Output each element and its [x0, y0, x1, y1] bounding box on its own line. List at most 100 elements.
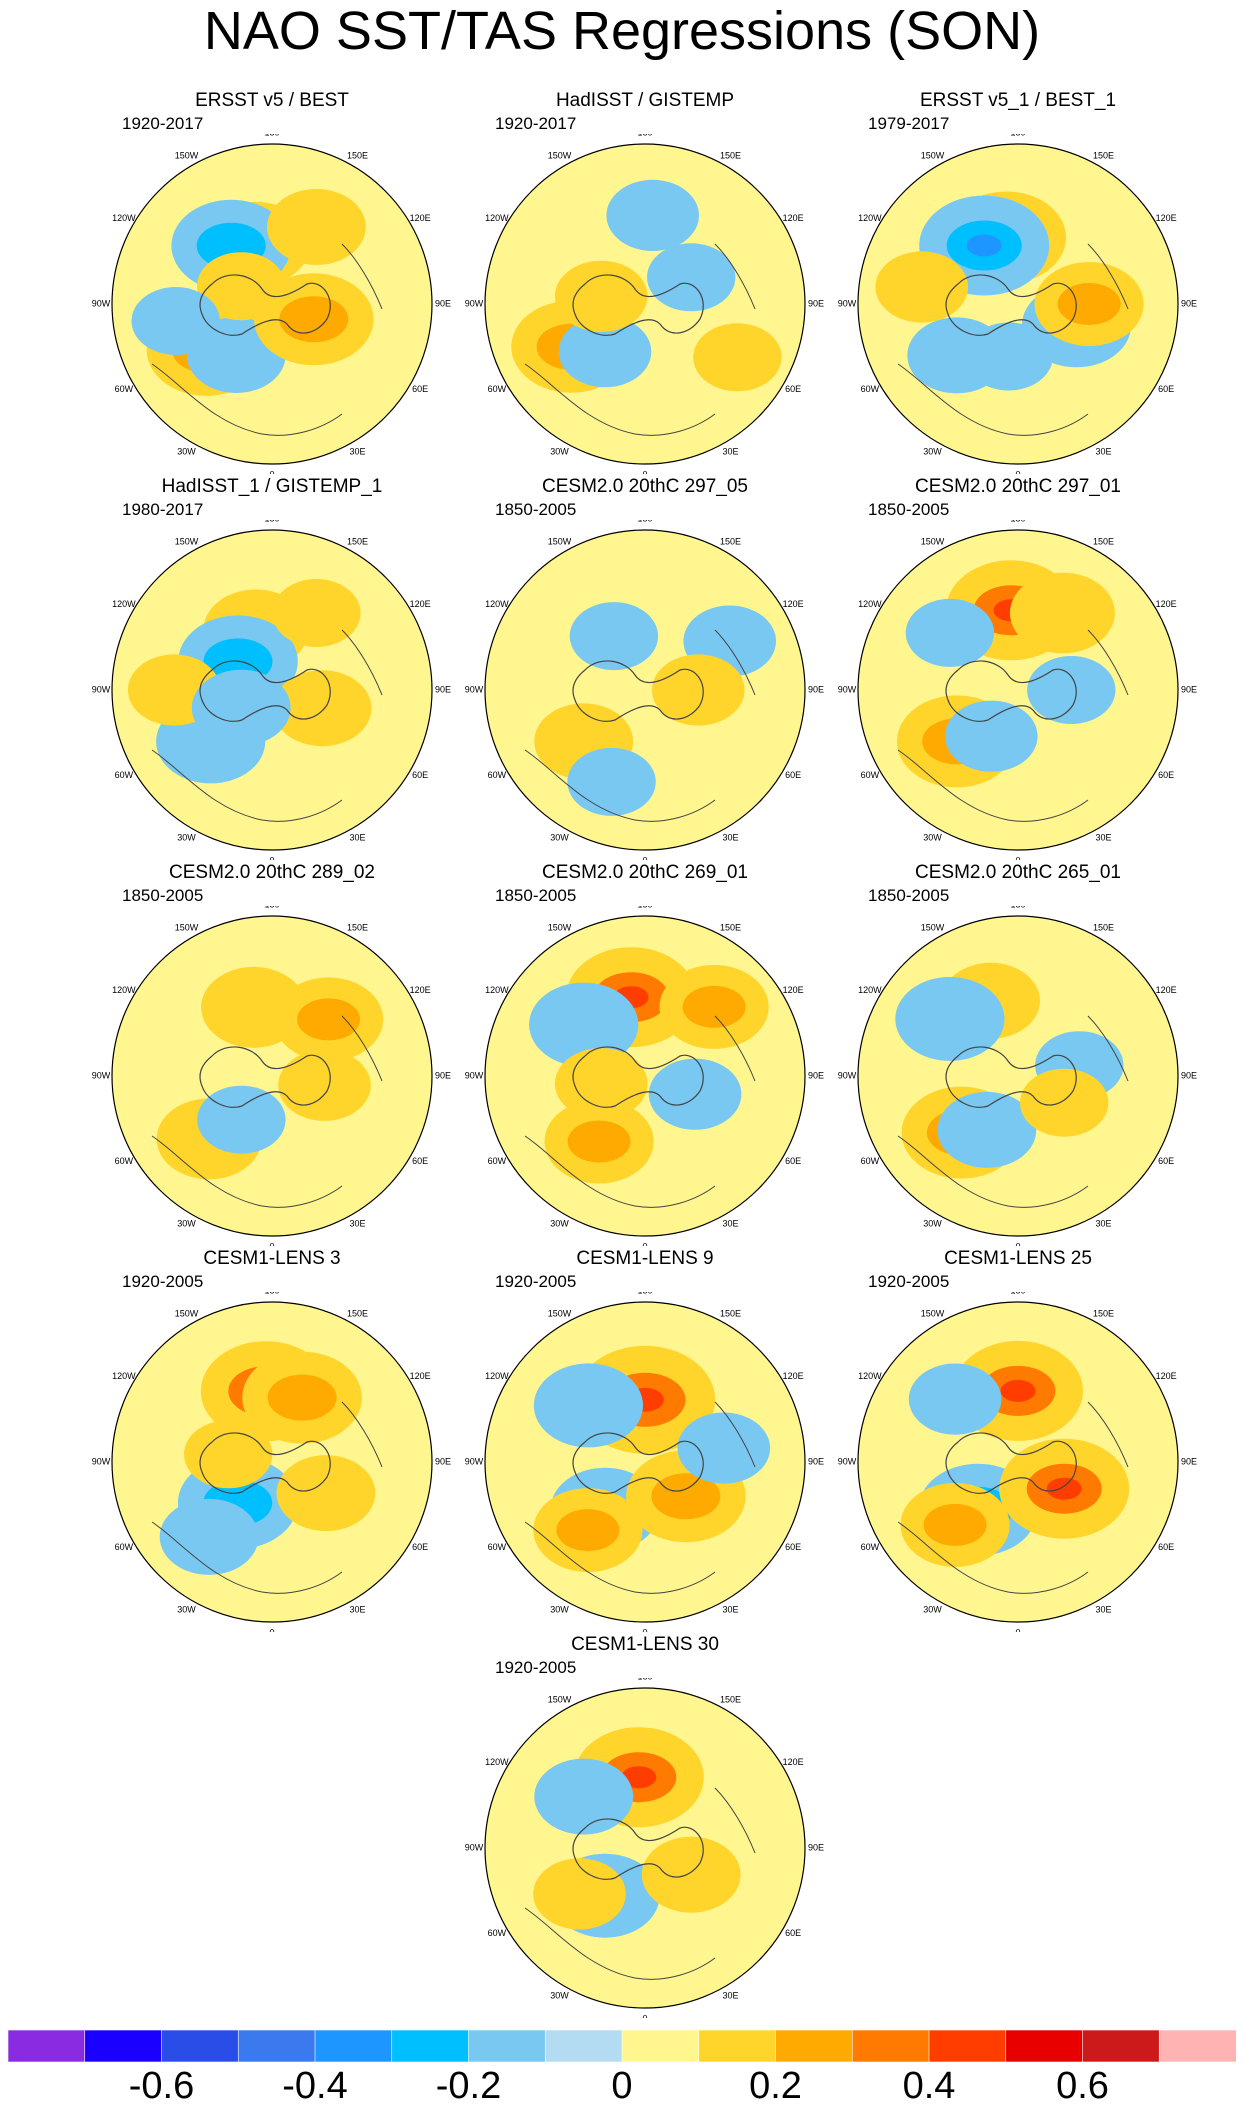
lon-label: 180: [637, 906, 652, 909]
lon-label: 90E: [1181, 1456, 1197, 1466]
lon-label: 150E: [720, 1308, 741, 1318]
anomaly-region: [641, 1836, 741, 1913]
colorbar-svg: [7, 2029, 1237, 2063]
lon-label: 90W: [465, 298, 484, 308]
map-border: [111, 529, 433, 851]
panel-title: HadISST_1 / GISTEMP_1: [161, 476, 383, 497]
lon-label: 150W: [921, 1308, 945, 1318]
lon-label: 120E: [410, 599, 431, 609]
map-panel: CESM1-LENS 3 1920-2005 180 150E 120E 90E 60E 30…: [92, 1248, 452, 1632]
lon-label: 180: [1010, 134, 1025, 137]
lon-label: 150E: [1093, 922, 1114, 932]
coastline: [714, 1401, 756, 1468]
lon-label: 90W: [92, 1456, 111, 1466]
anomaly-region: [875, 251, 968, 323]
lon-label: 120E: [1156, 599, 1177, 609]
anomaly-region: [197, 1085, 286, 1154]
anomaly-region: [558, 316, 652, 388]
anomaly-region: [276, 1455, 376, 1532]
lon-label: 150W: [175, 536, 199, 546]
lon-label: 60E: [1158, 770, 1174, 780]
map-border: [857, 143, 1179, 465]
coastline: [897, 1521, 1089, 1594]
panel-title: CESM2.0 20thC 297_05: [542, 476, 748, 497]
anomaly-peak: [966, 234, 1002, 257]
panel-period: 1980-2017: [122, 500, 204, 519]
lon-label: 150W: [548, 150, 572, 160]
lon-label: 90E: [808, 684, 824, 694]
page-title: NAO SST/TAS Regressions (SON): [203, 1, 1041, 61]
polar-map: 180 150E 120E 90E 60E 30E 0 30W 60W 90W 120W 150W: [838, 134, 1197, 474]
panel-period: 1920-2005: [495, 1658, 577, 1677]
anomaly-region: [567, 747, 656, 816]
lon-label: 60E: [785, 770, 801, 780]
lon-label: 30E: [349, 832, 365, 842]
panel-title: CESM2.0 20thC 297_01: [915, 476, 1121, 497]
anomaly-core: [279, 296, 349, 343]
coastline: [524, 1521, 716, 1594]
lon-label: 150W: [548, 1694, 572, 1704]
map-border: [484, 915, 806, 1237]
panel-title: ERSST v5_1 / BEST_1: [919, 90, 1117, 111]
anomaly-region: [945, 700, 1038, 772]
lon-label: 150E: [720, 536, 741, 546]
coastline: [572, 274, 704, 336]
coastline: [714, 243, 756, 310]
anomaly-region: [278, 1049, 371, 1121]
polar-map: 180 150E 120E 90E 60E 30E 0 30W 60W 90W 120W 150W: [465, 906, 824, 1246]
coastline: [945, 1432, 1077, 1494]
colorbar-swatch: [621, 2029, 700, 2063]
coastline: [897, 1135, 1089, 1208]
lon-label: 30W: [550, 1218, 569, 1228]
lon-label: 120W: [858, 1371, 882, 1381]
lon-label: 30W: [923, 1218, 942, 1228]
anomaly-region: [554, 260, 648, 332]
lon-label: 90W: [92, 298, 111, 308]
lon-label: 180: [637, 520, 652, 523]
lon-label: 90E: [808, 1070, 824, 1080]
lon-label: 120W: [485, 213, 509, 223]
colorbar-tick-label: 0.2: [749, 2065, 802, 2107]
lon-label: 150W: [175, 150, 199, 160]
anomaly-region: [648, 1058, 742, 1130]
lon-label: 30W: [550, 832, 569, 842]
coastline: [341, 1015, 383, 1082]
lon-label: 120W: [112, 599, 136, 609]
lon-label: 120W: [112, 985, 136, 995]
lon-label: 30W: [177, 1604, 196, 1614]
lon-label: 180: [637, 1678, 652, 1681]
polar-map: 180 150E 120E 90E 60E 30E 0 30W 60W 90W 120W 150W: [92, 520, 451, 860]
lon-label: 30W: [923, 832, 942, 842]
lon-label: 90E: [808, 1842, 824, 1852]
panel-title: CESM1-LENS 3: [203, 1248, 341, 1269]
map-panel: ERSST v5 / BEST 1920-2017 180 150E 120E 90E 60…: [92, 90, 452, 474]
lon-label: 60E: [785, 1542, 801, 1552]
anomaly-region: [937, 1091, 1037, 1168]
lon-label: 30E: [349, 1218, 365, 1228]
lon-label: 90W: [92, 1070, 111, 1080]
lon-label: 120W: [485, 985, 509, 995]
lon-label: 90E: [1181, 1070, 1197, 1080]
map-border: [111, 915, 433, 1237]
lon-label: 60E: [1158, 1156, 1174, 1166]
coastline: [341, 629, 383, 696]
anomaly-region: [184, 1420, 273, 1489]
lon-label: 90W: [838, 1456, 857, 1466]
lon-label: 90W: [838, 684, 857, 694]
lon-label: 90E: [435, 684, 451, 694]
coastline: [524, 749, 716, 822]
anomaly-region: [272, 670, 372, 747]
anomaly-core: [567, 1120, 631, 1163]
anomaly-region: [905, 598, 995, 667]
lon-label: 30W: [550, 1990, 569, 2000]
panel-title: CESM1-LENS 9: [576, 1248, 714, 1269]
anomaly-region: [647, 243, 736, 312]
coastline: [341, 243, 383, 310]
anomaly-region: [1020, 1068, 1109, 1137]
lon-label: 120W: [485, 1757, 509, 1767]
panel-period: 1850-2005: [868, 500, 950, 519]
lon-label: 180: [264, 520, 279, 523]
lon-label: 90E: [1181, 298, 1197, 308]
map-border: [484, 1301, 806, 1623]
panel-period: 1850-2005: [122, 886, 204, 905]
